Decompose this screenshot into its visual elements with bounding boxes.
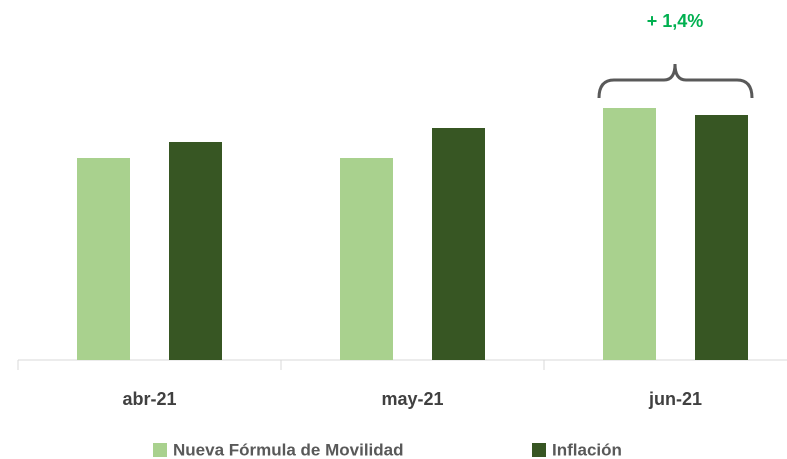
legend-label: Inflación (552, 440, 622, 459)
legend-swatch (532, 443, 546, 457)
x-tick-label: abr-21 (122, 389, 176, 409)
bar (695, 115, 748, 360)
x-tick-label: jun-21 (648, 389, 702, 409)
brace (597, 63, 754, 99)
bar (432, 128, 485, 360)
annotation: + 1,4% (647, 11, 704, 31)
bar (77, 158, 130, 360)
bar (169, 142, 222, 360)
bar (340, 158, 393, 360)
x-tick-label: may-21 (381, 389, 443, 409)
bar (603, 108, 656, 360)
legend-swatch (153, 443, 167, 457)
legend-label: Nueva Fórmula de Movilidad (173, 440, 404, 459)
